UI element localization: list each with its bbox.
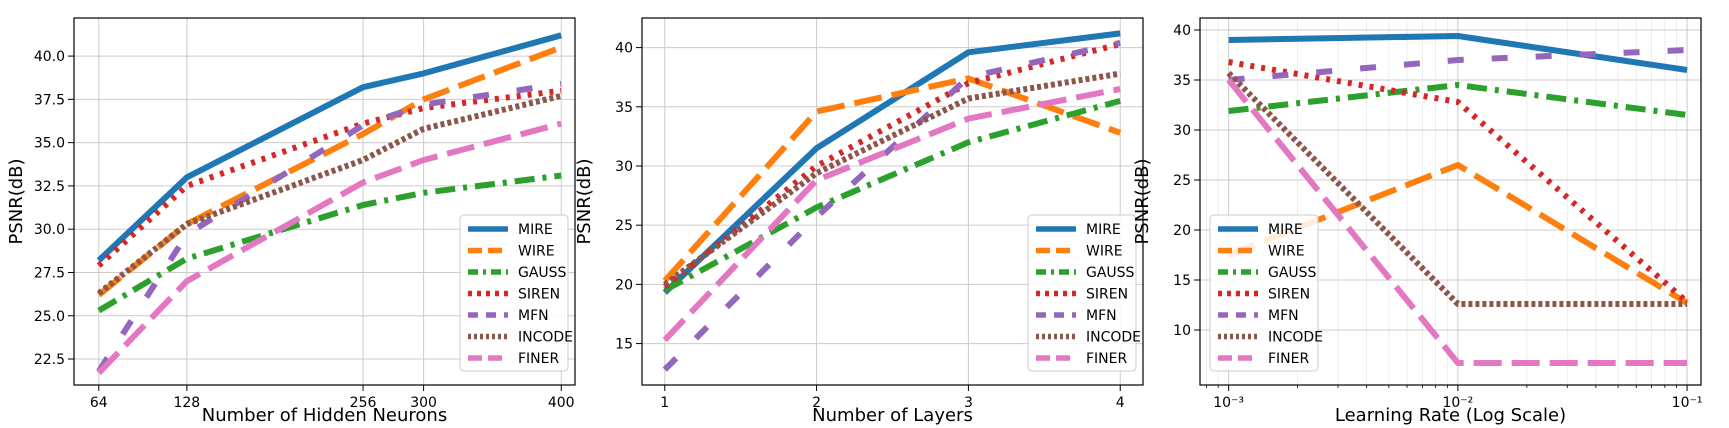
x-tick-label: 256 (350, 395, 377, 411)
x-tick-label: 400 (548, 395, 575, 411)
y-tick-label: 30 (615, 159, 633, 175)
legend-label: WIRE (1268, 244, 1305, 260)
series-line-incode (96, 92, 562, 296)
y-tick-label: 10 (1173, 323, 1191, 339)
series-line-siren (96, 87, 562, 268)
legend-label: FINER (518, 351, 560, 367)
legend-label: GAUSS (518, 265, 567, 281)
series-line-incode (1226, 70, 1688, 307)
series-line-finer (662, 86, 1121, 343)
x-axis-label: Learning Rate (Log Scale) (1335, 405, 1566, 426)
chart-panel-1: 64 128 256 300 400 22.5 25.0 27.5 30.0 32.5 35.0 37… (6, 17, 576, 426)
x-tick-label: 10⁻³ (1213, 395, 1244, 411)
y-tick-label: 37.5 (34, 92, 65, 108)
series-line-gauss (1228, 82, 1688, 118)
series-line-wire (96, 44, 563, 298)
x-axis-label: Number of Hidden Neurons (202, 405, 447, 426)
legend-box (1209, 214, 1319, 372)
series-line-mire (96, 32, 563, 263)
chart-panel-3: 10⁻³ 10⁻² 10⁻¹ 10 15 20 25 30 35 40 Learning Rate … (1132, 17, 1703, 426)
legend-label: FINER (1086, 351, 1128, 367)
legend-box (459, 214, 569, 372)
series-line-mire (662, 30, 1121, 295)
x-tick-label: 4 (1116, 395, 1125, 411)
plot-frame (641, 17, 1144, 386)
series-group (1226, 33, 1690, 366)
y-tick-label: 30 (1173, 123, 1191, 139)
legend-label: SIREN (518, 287, 560, 303)
legend: MIRE WIRE GAUSS SIREN MFN INCODE FINER (1209, 214, 1323, 372)
legend-label: FINER (1268, 351, 1310, 367)
x-tick-label: 10⁻² (1442, 395, 1473, 411)
series-line-mire (1228, 33, 1688, 73)
y-tick-label: 15 (615, 337, 633, 353)
series-line-gauss (97, 172, 562, 314)
x-tick-label: 1 (660, 395, 669, 411)
x-tick-label: 3 (964, 395, 973, 411)
plot-frame (1199, 17, 1702, 386)
y-tick-label: 20 (1173, 223, 1191, 239)
legend-label: SIREN (1268, 287, 1310, 303)
legend-label: MIRE (1086, 222, 1121, 238)
legend: MIRE WIRE GAUSS SIREN MFN INCODE FINER (1027, 214, 1141, 372)
legend-label: INCODE (1086, 330, 1141, 346)
legend-box (1027, 214, 1137, 372)
x-tick-label: 128 (173, 395, 200, 411)
y-tick-label: 40.0 (34, 49, 65, 65)
legend-label: WIRE (518, 244, 555, 260)
legend-label: MIRE (518, 222, 553, 238)
legend-label: MFN (1086, 308, 1117, 324)
legend-label: INCODE (518, 330, 573, 346)
y-tick-label: 40 (615, 41, 633, 57)
y-tick-label: 35 (1173, 73, 1191, 89)
chart-panel-2: 1 2 3 4 15 20 25 30 35 40 Number of Layers PSNR(dB)… (574, 17, 1144, 426)
legend-label: MIRE (1268, 222, 1303, 238)
series-line-finer (96, 120, 562, 375)
x-tick-label: 300 (410, 395, 437, 411)
series-line-siren (1228, 59, 1690, 305)
series-line-finer (1226, 78, 1688, 366)
legend-label: GAUSS (1086, 265, 1135, 281)
y-tick-label: 15 (1173, 273, 1191, 289)
y-tick-label: 25 (1173, 173, 1191, 189)
series-line-mfn (662, 39, 1121, 372)
legend-label: INCODE (1268, 330, 1323, 346)
series-group (662, 30, 1122, 372)
legend: MIRE WIRE GAUSS SIREN MFN INCODE FINER (459, 214, 573, 372)
legend-label: MFN (1268, 308, 1299, 324)
legend-label: SIREN (1086, 287, 1128, 303)
y-axis-label: PSNR(dB) (6, 158, 27, 244)
y-tick-label: 25 (615, 218, 633, 234)
y-tick-label: 35.0 (34, 136, 65, 152)
y-axis-label: PSNR(dB) (574, 158, 595, 244)
x-axis-label: Number of Layers (812, 405, 973, 426)
y-tick-label: 35 (615, 100, 633, 116)
x-tick-label: 64 (90, 395, 108, 411)
y-tick-label: 30.0 (34, 222, 65, 238)
y-tick-label: 32.5 (34, 179, 65, 195)
series-line-gauss (663, 98, 1121, 293)
series-line-mfn (1228, 47, 1688, 83)
x-tick-label: 2 (812, 395, 821, 411)
y-tick-label: 27.5 (34, 265, 65, 281)
series-group (96, 32, 563, 375)
legend-label: MFN (518, 308, 549, 324)
legend-label: GAUSS (1268, 265, 1317, 281)
y-tick-label: 25.0 (34, 309, 65, 325)
series-line-incode (663, 70, 1121, 287)
y-axis-label: PSNR(dB) (1132, 158, 1153, 244)
plot-frame (73, 17, 576, 386)
y-tick-label: 20 (615, 277, 633, 293)
y-tick-label: 40 (1173, 23, 1191, 39)
y-tick-label: 22.5 (34, 352, 65, 368)
legend-label: WIRE (1086, 244, 1123, 260)
x-tick-label: 10⁻¹ (1672, 395, 1703, 411)
